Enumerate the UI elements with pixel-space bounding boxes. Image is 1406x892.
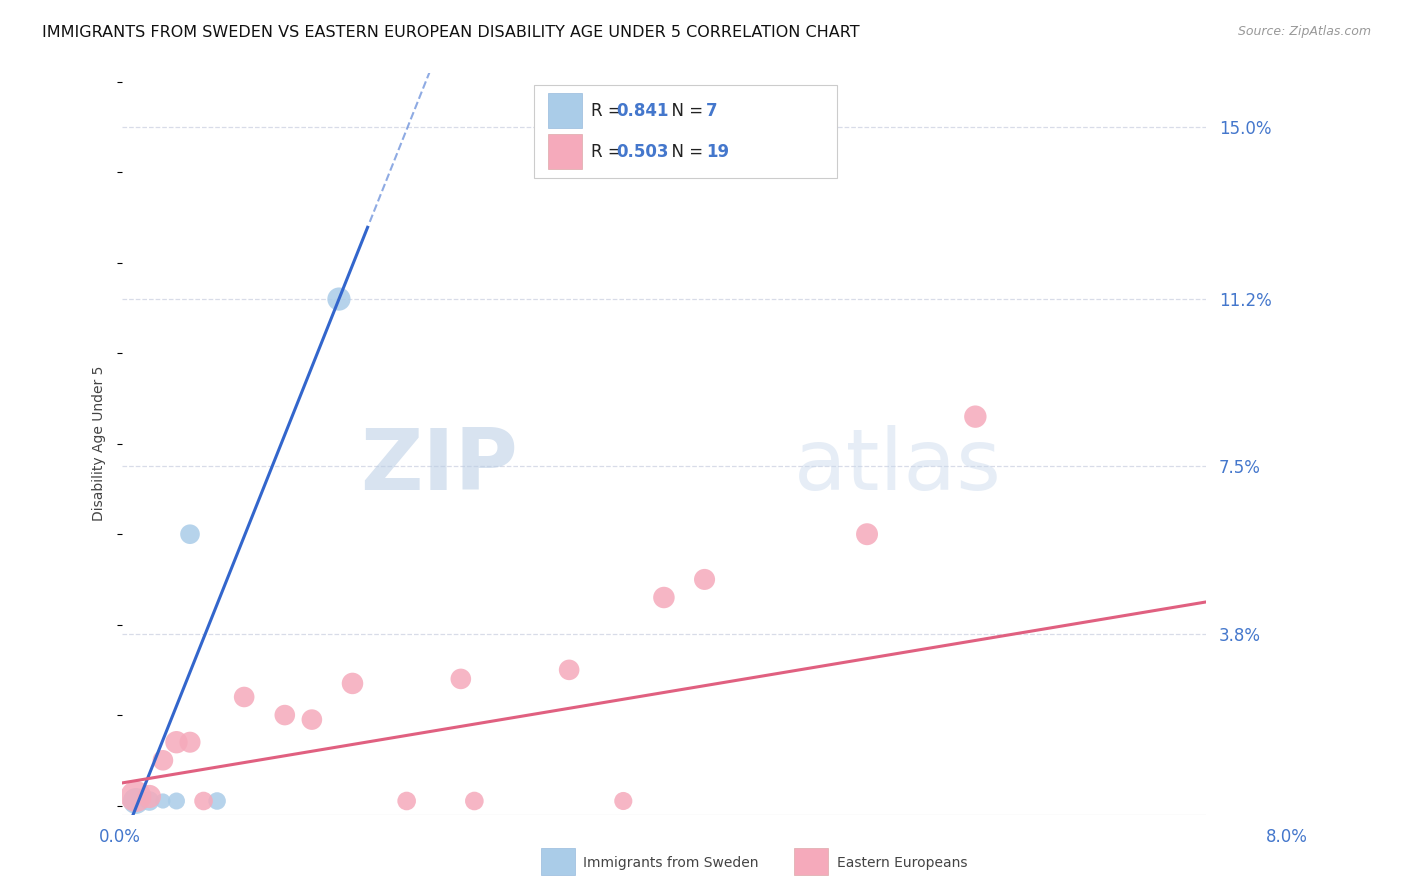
Y-axis label: Disability Age Under 5: Disability Age Under 5 xyxy=(93,366,107,522)
Point xyxy=(450,672,472,686)
Text: 8.0%: 8.0% xyxy=(1265,828,1308,846)
Point xyxy=(152,794,174,808)
Text: R =: R = xyxy=(591,102,627,120)
Text: N =: N = xyxy=(661,102,709,120)
Point xyxy=(328,292,350,306)
Point xyxy=(856,527,879,541)
Point xyxy=(301,713,323,727)
Text: Immigrants from Sweden: Immigrants from Sweden xyxy=(583,856,759,871)
Point xyxy=(125,794,148,808)
Point xyxy=(965,409,987,424)
Point xyxy=(233,690,256,704)
Text: 7: 7 xyxy=(706,102,717,120)
Text: 19: 19 xyxy=(706,143,728,161)
Point xyxy=(558,663,581,677)
Point xyxy=(125,789,148,804)
Point xyxy=(193,794,215,808)
Text: 0.503: 0.503 xyxy=(616,143,668,161)
Text: 0.841: 0.841 xyxy=(616,102,668,120)
Text: R =: R = xyxy=(591,143,627,161)
Point xyxy=(138,789,160,804)
Point xyxy=(166,794,188,808)
Point xyxy=(205,794,228,808)
Text: Eastern Europeans: Eastern Europeans xyxy=(837,856,967,871)
Point xyxy=(395,794,418,808)
Text: atlas: atlas xyxy=(794,425,1002,508)
Point xyxy=(693,573,716,587)
Point xyxy=(612,794,634,808)
Text: N =: N = xyxy=(661,143,709,161)
Point xyxy=(179,735,201,749)
Point xyxy=(652,591,675,605)
Text: Source: ZipAtlas.com: Source: ZipAtlas.com xyxy=(1237,25,1371,38)
Text: IMMIGRANTS FROM SWEDEN VS EASTERN EUROPEAN DISABILITY AGE UNDER 5 CORRELATION CH: IMMIGRANTS FROM SWEDEN VS EASTERN EUROPE… xyxy=(42,25,860,40)
Text: ZIP: ZIP xyxy=(360,425,517,508)
Point xyxy=(342,676,364,690)
Point xyxy=(152,753,174,767)
Point xyxy=(179,527,201,541)
Text: 0.0%: 0.0% xyxy=(98,828,141,846)
Point xyxy=(138,794,160,808)
Point xyxy=(463,794,485,808)
Point xyxy=(274,708,297,723)
Point xyxy=(166,735,188,749)
